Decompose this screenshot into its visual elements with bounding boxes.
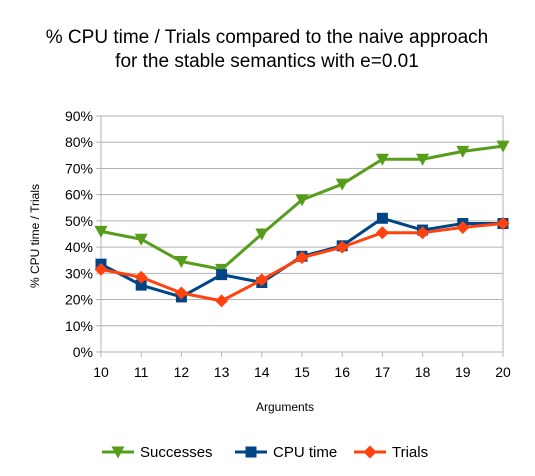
y-tick-labels: 0% 10% 20% 30% 40% 50% 60% 70% 80% 90%	[65, 108, 93, 360]
data-point-successes	[456, 145, 470, 158]
data-point-trials	[94, 262, 108, 276]
data-point-cpu-time	[376, 212, 388, 224]
data-point-trials	[134, 270, 148, 284]
x-tick-labels: 10 11 12 13 14 15 16 17 18 19 20	[93, 364, 511, 380]
x-tick-label: 15	[294, 364, 310, 380]
x-tick-label: 20	[495, 364, 511, 380]
series-successes	[94, 140, 510, 276]
data-point-successes	[375, 153, 389, 166]
legend-label-successes: Successes	[140, 444, 213, 461]
x-tick-label: 11	[134, 364, 149, 380]
x-tick-label: 14	[254, 364, 270, 380]
legend: Successes CPU time Trials	[102, 444, 428, 461]
y-tick-label: 40%	[65, 239, 93, 255]
data-point-successes	[295, 194, 309, 207]
y-tick-label: 90%	[65, 108, 93, 124]
gridlines	[96, 115, 504, 357]
data-point-trials	[416, 226, 430, 240]
x-tick-label: 16	[334, 364, 350, 380]
x-tick-label: 18	[415, 364, 431, 380]
chart-title-line-1: % CPU time / Trials compared to the naiv…	[46, 27, 488, 48]
data-point-successes	[496, 140, 510, 153]
data-point-successes	[255, 228, 269, 241]
data-point-trials	[335, 240, 349, 254]
data-point-trials	[375, 226, 389, 240]
series-trials	[94, 217, 510, 308]
legend-label-trials: Trials	[392, 444, 428, 461]
plot-area	[100, 115, 504, 353]
data-point-trials	[174, 286, 188, 300]
y-tick-label: 50%	[65, 213, 93, 229]
x-axis-label: Arguments	[256, 400, 314, 414]
data-point-successes	[134, 233, 148, 246]
data-point-trials	[295, 251, 309, 265]
y-tick-label: 20%	[65, 292, 93, 308]
x-tick-label: 10	[93, 364, 109, 380]
y-tick-label: 80%	[65, 134, 93, 150]
x-tick-label: 12	[174, 364, 190, 380]
y-tick-label: 0%	[73, 344, 93, 360]
data-point-trials	[496, 217, 510, 231]
series-layer	[94, 140, 510, 308]
chart-title-line-2: for the stable semantics with e=0.01	[115, 51, 419, 72]
data-point-successes	[416, 153, 430, 166]
data-point-successes	[335, 178, 349, 191]
legend-marker-cpu-time	[245, 446, 257, 458]
legend-item-successes: Successes	[102, 444, 213, 461]
legend-marker-trials	[363, 445, 377, 459]
data-point-successes	[174, 256, 188, 269]
legend-marker-successes	[111, 446, 125, 459]
y-tick-label: 10%	[65, 318, 93, 334]
y-tick-label: 60%	[65, 187, 93, 203]
data-point-successes	[94, 225, 108, 238]
legend-item-cpu-time: CPU time	[235, 444, 337, 461]
y-axis-label: % CPU time / Trials	[28, 184, 42, 288]
x-tick-label: 17	[375, 364, 391, 380]
data-point-trials	[255, 273, 269, 287]
legend-item-trials: Trials	[354, 444, 428, 461]
data-point-cpu-time	[216, 269, 228, 281]
data-point-trials	[456, 220, 470, 234]
legend-label-cpu-time: CPU time	[273, 444, 337, 461]
y-tick-label: 30%	[65, 265, 93, 281]
x-tick-label: 13	[214, 364, 230, 380]
x-tick-label: 19	[455, 364, 471, 380]
data-point-cpu-time	[135, 279, 147, 291]
data-point-trials	[215, 294, 229, 308]
y-tick-label: 70%	[65, 160, 93, 176]
